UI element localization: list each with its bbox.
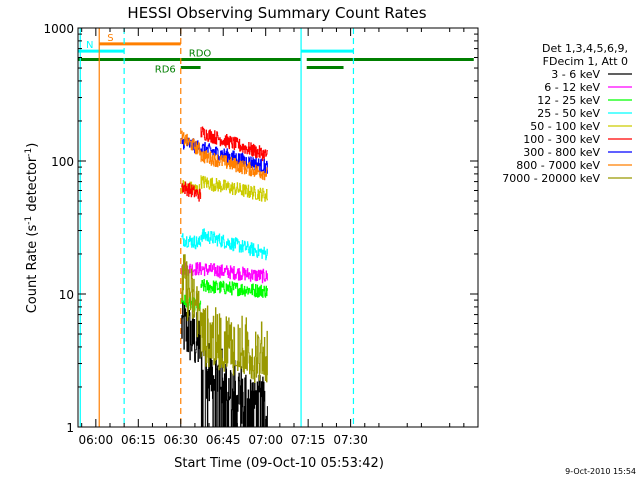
flag-bars: S N RDO RD6 [78,33,474,75]
series-8-seg-0 [181,254,202,338]
series-8-seg-1 [200,305,268,383]
legend-entry-label: 25 - 50 keV [537,107,600,120]
flag-label-rd6: RD6 [155,64,176,75]
chart-title: HESSI Observing Summary Count Rates [127,4,426,22]
series-3-seg-1 [200,228,268,261]
legend-entry-label: 800 - 7000 keV [516,159,600,172]
series-5-seg-1 [200,126,268,162]
y-tick-label: 100 [51,155,74,169]
x-tick-label: 07:00 [248,433,283,447]
series-4-seg-1 [200,175,268,202]
legend-entry-label: 12 - 25 keV [537,94,600,107]
x-tick-label: 06:15 [121,433,156,447]
y-tick-label: 10 [59,288,74,302]
series-5-seg-0 [181,181,202,202]
flag-label-n: N [86,40,93,51]
y-tick-label: 1 [66,421,74,435]
series-6-seg-1 [200,142,268,174]
legend: Det 1,3,4,5,6,9,FDecim 1, Att 03 - 6 keV… [502,42,632,185]
series-2-seg-1 [200,279,268,298]
y-tick-label: 1000 [43,22,74,36]
legend-entry-label: 6 - 12 keV [544,81,600,94]
legend-entry-label: 100 - 300 keV [523,133,600,146]
series-0-seg-1 [200,338,268,428]
flag-label-rdo: RDO [189,48,212,59]
legend-entry-label: 300 - 800 keV [523,146,600,159]
plot-frame [77,27,479,428]
series-7-seg-0 [181,130,202,156]
y-axis: 1 10 100 1000 [43,22,478,435]
legend-header-0: Det 1,3,4,5,6,9, [542,42,628,55]
flag-label-s: S [107,33,113,44]
timestamp: 9-Oct-2010 15:54 [565,467,636,476]
y-axis-label: Count Rate (s-1 detector-1) [24,143,40,314]
legend-header-1: FDecim 1, Att 0 [543,55,628,68]
series-1-seg-1 [200,263,268,284]
x-tick-label: 06:45 [206,433,241,447]
series-layer [181,126,268,428]
x-tick-label: 06:00 [79,433,114,447]
x-tick-label: 07:15 [291,433,326,447]
x-axis-label: Start Time (09-Oct-10 05:53:42) [174,456,384,471]
x-tick-label: 06:30 [163,433,198,447]
series-7-seg-1 [200,150,268,181]
legend-entry-label: 7000 - 20000 keV [502,172,600,185]
x-tick-label: 07:30 [333,433,368,447]
vertical-lines [79,28,355,427]
legend-entry-label: 3 - 6 keV [551,68,600,81]
legend-entry-label: 50 - 100 keV [530,120,600,133]
series-3-seg-0 [181,233,202,250]
x-axis: 06:00 06:15 06:30 06:45 07:00 07:15 07:30 [79,28,465,447]
